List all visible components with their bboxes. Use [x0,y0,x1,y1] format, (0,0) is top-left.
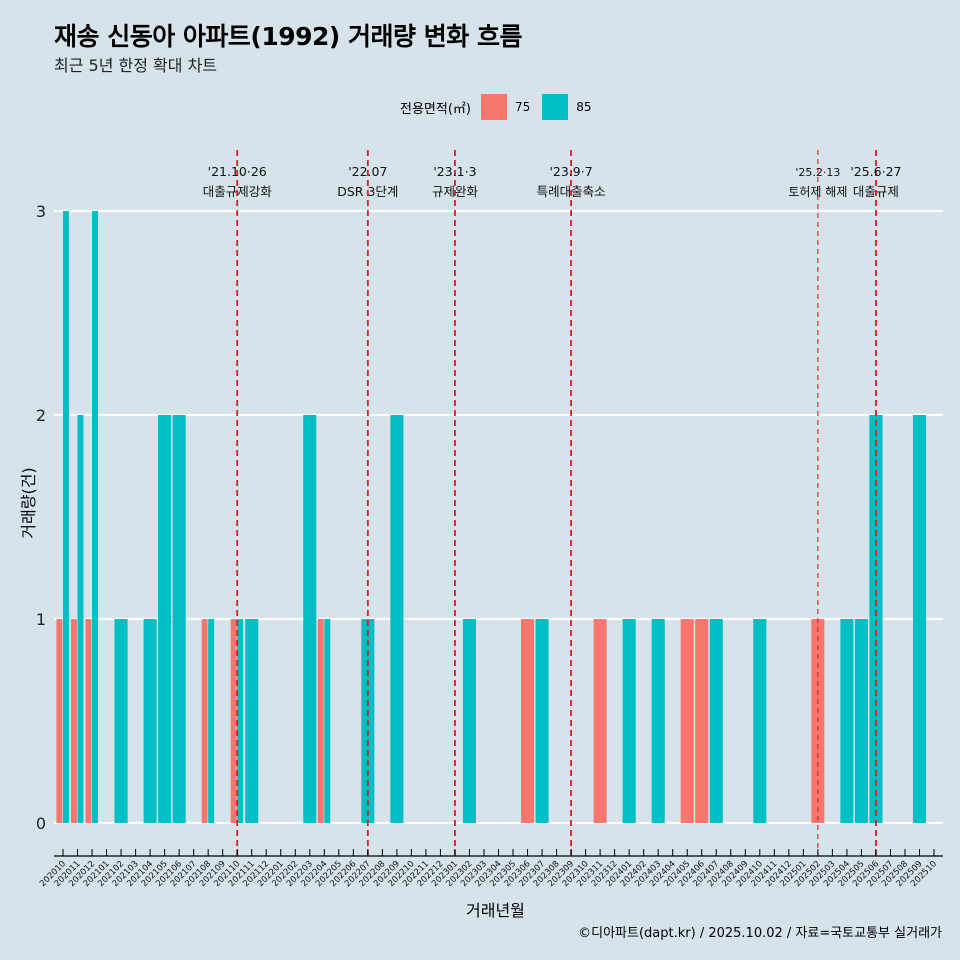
annotation-label: 대출규제 [853,184,899,199]
bar-85-202106 [172,415,186,823]
bar-85-202108 [208,619,215,823]
bar-85-202104 [143,619,157,823]
bar-85-202010 [63,211,69,823]
bar-75-202311 [593,619,607,823]
bar-75-202306 [521,619,535,823]
bar-75-202108 [201,619,208,823]
legend-label-75: 75 [514,100,531,114]
bar-85-202102 [114,619,128,823]
bar-85-202204 [324,619,331,823]
x-axis: 2020102020112020122021012021022021032021… [38,849,943,889]
bar-85-202012 [92,211,98,823]
gridlines [54,209,943,825]
bar-75-202012 [85,619,92,823]
y-tick-label: 2 [36,406,46,425]
bar-85-202509 [912,415,927,823]
annotation-labels: '21.10·26 대출규제강화 '22.07 DSR 3단계 '23.1·3 규제완화 '… [203,164,902,199]
bar-85-202209 [390,415,404,823]
bar-85-202111 [245,619,259,823]
annotation-date: '22.07 [348,164,387,179]
bar-75-202110 [230,619,237,823]
legend-key-75 [480,94,507,120]
y-tick-label: 3 [36,202,46,221]
annotation-label: 대출규제강화 [203,184,273,199]
annotation-label: 토허제 해제 [788,185,847,199]
bar-85-202105 [158,415,172,823]
bar-85-202403 [651,619,665,823]
legend-title: 전용면적(㎡) [400,101,471,117]
bars [56,211,927,823]
y-axis-title: 거래량(건) [19,467,38,539]
source-caption: ©디아파트(dapt.kr) / 2025.10.02 / 자료=국토교통부 실… [578,926,942,941]
annotation-date: '23.9·7 [549,164,592,179]
y-tick-label: 1 [36,610,46,629]
legend-key-85 [542,94,569,120]
bar-75-202405 [680,619,694,823]
annotation-label: DSR 3단계 [337,184,398,199]
bar-75-202406 [695,619,709,823]
annotation-lines [236,150,877,855]
bar-85-202504 [840,619,854,823]
bar-85-202505 [854,619,868,823]
annotation-label: 특례대출축소 [537,184,606,199]
annotation-date: '25.2·13 [795,166,840,179]
annotation-date: '23.1·3 [433,164,476,179]
bar-85-202110 [237,619,244,823]
bar-85-202011 [77,415,84,823]
bar-85-202302 [462,619,476,823]
y-axis: 0 1 2 3 [36,202,46,833]
bar-85-202203 [303,415,317,823]
bar-75-202011 [70,619,77,823]
chart-subtitle: 최근 5년 한정 확대 차트 [54,56,218,75]
annotation-date: '25.6·27 [850,164,901,179]
bar-75-202204 [317,619,324,823]
bar-85-202307 [535,619,549,823]
annotation-date: '21.10·26 [208,164,267,179]
bar-85-202401 [622,619,636,823]
bar-85-202506 [869,415,883,823]
y-tick-label: 0 [36,814,46,833]
legend-label-85: 85 [576,100,592,114]
legend: 전용면적(㎡) 75 85 [400,93,600,121]
bar-85-202407 [709,619,723,823]
annotation-label: 규제완화 [432,184,479,199]
bar-75-202010 [56,619,63,823]
x-axis-title: 거래년월 [466,901,525,920]
bar-85-202410 [753,619,767,823]
chart-title: 재송 신동아 아파트(1992) 거래량 변화 흐름 [54,22,522,51]
